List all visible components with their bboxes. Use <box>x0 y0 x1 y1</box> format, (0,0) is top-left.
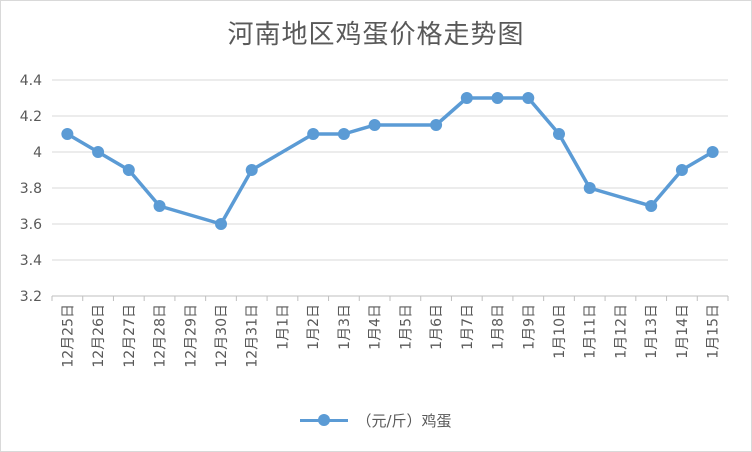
data-point <box>368 119 381 131</box>
x-tick-label: 12月29日 <box>183 304 199 368</box>
x-tick-label: 12月26日 <box>91 304 107 368</box>
x-tick-label: 1月2日 <box>306 304 322 350</box>
x-tick-label: 1月5日 <box>398 304 414 350</box>
data-point <box>61 128 74 140</box>
x-tick-label: 1月10日 <box>552 304 568 359</box>
y-tick-label: 4.4 <box>20 73 42 89</box>
data-point <box>122 164 135 176</box>
x-tick-label: 12月31日 <box>245 304 261 368</box>
y-tick-label: 3.2 <box>20 289 42 305</box>
data-point <box>553 128 565 140</box>
x-tick-label: 12月27日 <box>122 304 138 368</box>
data-point <box>460 92 473 104</box>
y-tick-label: 3.8 <box>20 181 42 197</box>
legend-label: （元/斤）鸡蛋 <box>356 411 452 430</box>
data-point <box>92 146 105 158</box>
data-point <box>337 128 350 140</box>
data-point <box>307 128 320 140</box>
y-tick-label: 3.4 <box>20 253 42 269</box>
data-point <box>706 146 719 158</box>
x-tick-label: 1月9日 <box>521 304 537 350</box>
x-tick-label: 1月15日 <box>706 304 722 359</box>
x-tick-label: 1月14日 <box>675 304 691 359</box>
data-point <box>153 200 166 212</box>
y-tick-label: 4 <box>33 145 42 161</box>
legend: （元/斤）鸡蛋 <box>0 408 752 432</box>
data-point <box>215 218 227 230</box>
x-tick-label: 1月12日 <box>613 304 629 359</box>
series-line <box>66 96 714 226</box>
x-tick-label: 12月30日 <box>214 304 230 368</box>
x-tick-label: 1月6日 <box>429 304 445 350</box>
data-point <box>522 92 535 104</box>
x-tick-label: 1月7日 <box>460 304 476 350</box>
data-point <box>245 164 258 176</box>
x-tick-label: 1月11日 <box>583 304 599 359</box>
chart-title: 河南地区鸡蛋价格走势图 <box>227 20 525 50</box>
y-tick-label: 3.6 <box>20 217 42 233</box>
data-point <box>645 200 658 212</box>
x-tick-label: 1月8日 <box>491 304 507 350</box>
data-point <box>491 92 504 104</box>
y-tick-label: 4.2 <box>20 109 42 125</box>
x-tick-label: 12月25日 <box>60 304 76 368</box>
data-point <box>430 119 443 131</box>
legend-marker <box>300 413 349 427</box>
x-tick-label: 1月4日 <box>368 304 384 350</box>
x-tick-label: 1月1日 <box>275 304 291 350</box>
data-point <box>583 182 596 194</box>
data-point <box>675 164 688 176</box>
x-tick-label: 1月13日 <box>644 304 660 359</box>
x-tick-label: 12月28日 <box>153 304 169 368</box>
x-tick-label: 1月3日 <box>337 304 353 350</box>
